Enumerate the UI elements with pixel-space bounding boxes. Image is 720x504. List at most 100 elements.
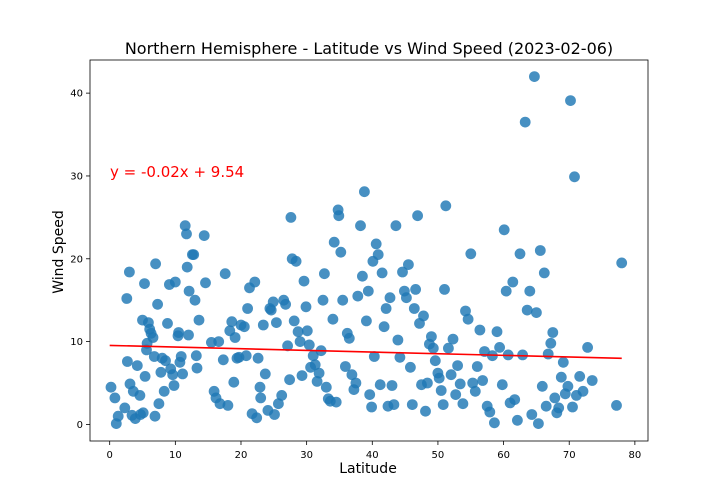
data-point	[517, 349, 528, 361]
data-point	[319, 268, 330, 280]
data-point	[433, 372, 445, 384]
data-point	[410, 284, 421, 295]
data-point	[251, 412, 263, 424]
data-point	[276, 390, 288, 401]
data-point	[586, 375, 598, 386]
data-point	[160, 355, 171, 367]
data-point	[327, 313, 339, 325]
data-point	[183, 285, 195, 297]
data-point	[320, 381, 332, 393]
data-point	[498, 224, 510, 236]
data-point	[370, 238, 382, 250]
data-point	[565, 95, 576, 106]
data-point	[526, 409, 538, 420]
data-point	[309, 359, 321, 371]
data-point	[545, 337, 557, 349]
data-point	[330, 396, 342, 408]
data-point	[271, 317, 282, 328]
data-point	[152, 298, 164, 310]
data-point	[549, 392, 561, 404]
data-point	[257, 319, 269, 331]
data-point	[296, 370, 308, 381]
data-point	[553, 402, 565, 414]
data-point	[198, 230, 210, 242]
data-point	[394, 351, 406, 363]
data-point	[105, 381, 117, 393]
data-point	[150, 258, 162, 270]
data-point	[168, 380, 180, 391]
data-point	[392, 334, 404, 346]
y-axis-label: Wind Speed	[51, 210, 67, 294]
y-tick-label: 0	[77, 420, 83, 431]
data-point	[134, 390, 146, 401]
data-point	[112, 410, 124, 422]
data-point	[457, 398, 469, 410]
data-point	[179, 220, 191, 232]
data-point	[285, 212, 297, 223]
data-point	[242, 303, 254, 314]
data-point	[181, 261, 193, 273]
data-point	[435, 385, 447, 396]
data-point	[259, 368, 271, 380]
data-point	[139, 371, 151, 382]
data-point	[454, 378, 466, 390]
data-point	[265, 304, 277, 316]
data-point	[131, 360, 143, 371]
data-point	[462, 313, 474, 325]
x-tick-label: 20	[235, 450, 248, 461]
data-point	[352, 290, 364, 302]
x-tick-label: 50	[432, 450, 445, 461]
data-point	[123, 266, 135, 278]
data-point	[533, 418, 544, 429]
data-point	[440, 200, 452, 212]
data-point	[269, 409, 280, 420]
axes: 0 10 20 30 40 50 60 70 80 0 10 20 30 40	[70, 59, 649, 461]
data-point	[406, 399, 418, 410]
data-point	[372, 249, 384, 260]
data-point	[175, 351, 187, 362]
data-point	[240, 350, 252, 362]
data-point	[200, 277, 211, 289]
data-point	[529, 71, 540, 82]
data-point	[562, 380, 574, 392]
data-point	[355, 220, 366, 232]
data-point	[139, 278, 150, 289]
data-point	[153, 398, 165, 410]
data-point	[292, 326, 304, 338]
data-point	[542, 348, 554, 360]
data-point	[465, 248, 477, 260]
data-point	[376, 267, 388, 279]
data-point	[452, 360, 463, 371]
data-point	[469, 385, 481, 397]
data-point	[238, 321, 250, 333]
data-point	[361, 315, 372, 327]
y-tick-label: 20	[70, 254, 83, 265]
y-tick-label: 40	[70, 89, 83, 100]
data-point	[300, 301, 312, 313]
data-point	[531, 307, 542, 318]
data-point	[538, 267, 550, 279]
x-axis-label: Latitude	[339, 461, 397, 477]
data-point	[311, 376, 323, 387]
data-point	[569, 171, 580, 183]
scatter-points	[105, 71, 628, 429]
data-point	[429, 355, 441, 367]
data-point	[340, 361, 351, 372]
data-point	[313, 367, 325, 379]
data-point	[471, 361, 483, 372]
data-point	[303, 339, 315, 351]
data-point	[229, 332, 241, 343]
x-tick-label: 0	[107, 450, 113, 461]
data-point	[228, 376, 240, 388]
data-point	[443, 342, 454, 354]
data-point	[384, 292, 396, 304]
data-point	[188, 249, 200, 260]
data-point	[422, 377, 433, 389]
data-point	[337, 294, 349, 306]
data-point	[173, 327, 185, 338]
data-point	[477, 375, 488, 386]
data-point	[489, 417, 500, 429]
data-point	[484, 406, 496, 418]
data-point	[335, 246, 347, 258]
